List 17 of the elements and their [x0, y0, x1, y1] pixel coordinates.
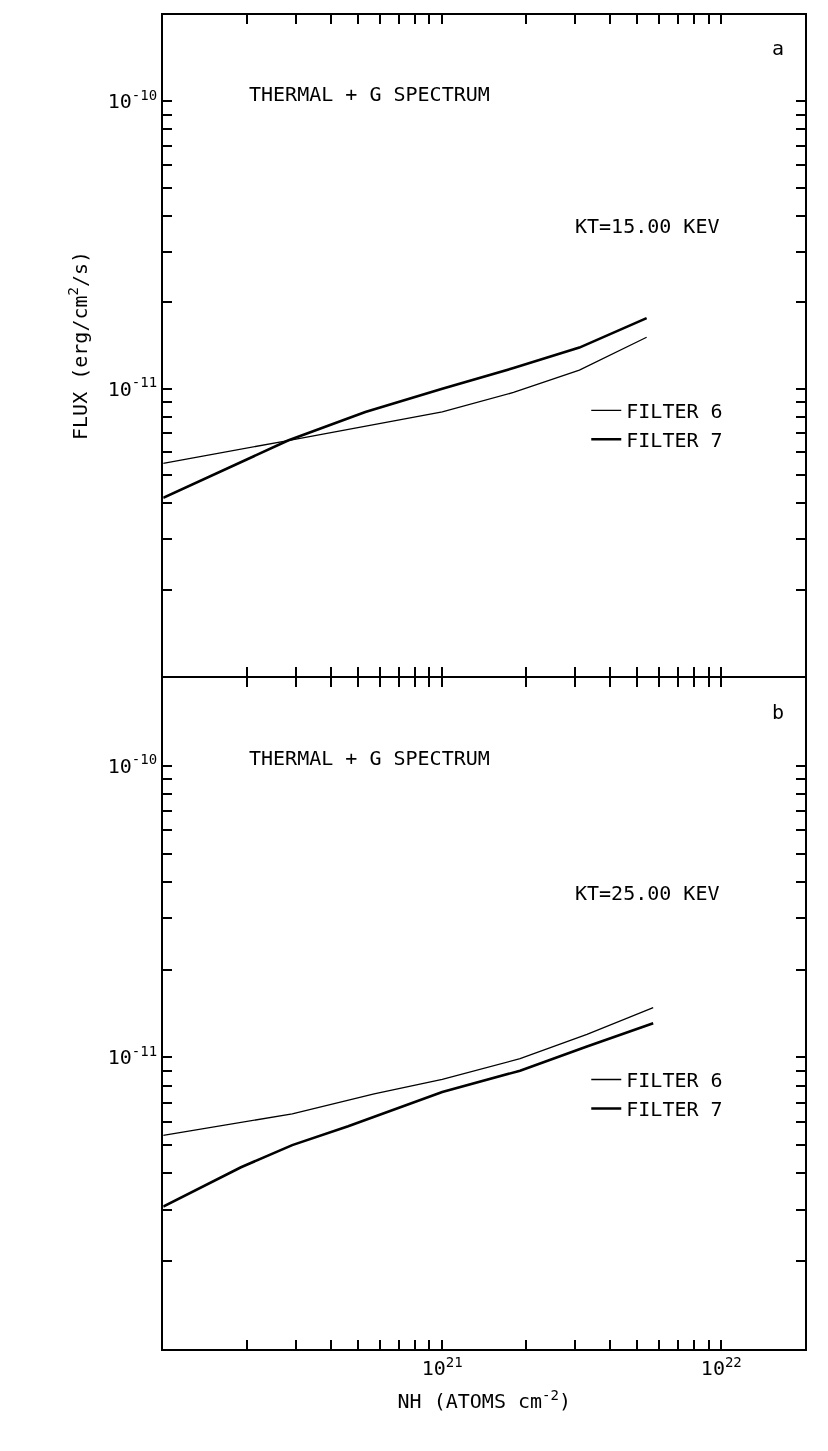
annotation: THERMAL + G SPECTRUM: [249, 82, 490, 106]
x-axis-title: NH (ATOMS cm$^{-2}$): [397, 1386, 571, 1414]
x-tick-label: 10$^{21}$: [421, 1353, 463, 1381]
y-tick-label: 10$^{-10}$: [107, 751, 158, 778]
annotation: b: [772, 700, 785, 724]
legend-label: FILTER 6: [626, 399, 723, 424]
x-tick-label: 10$^{22}$: [700, 1353, 742, 1381]
legend-label: FILTER 7: [626, 428, 723, 453]
legend-label: FILTER 6: [626, 1068, 723, 1093]
annotation: THERMAL + G SPECTRUM: [249, 746, 490, 770]
y-tick-label: 10$^{-10}$: [107, 86, 158, 114]
annotation: KT=15.00 KEV: [575, 214, 720, 238]
legend-label: FILTER 7: [626, 1097, 723, 1122]
y-tick-label: 10$^{-11}$: [107, 374, 158, 401]
annotation: a: [772, 36, 785, 60]
annotation: KT=25.00 KEV: [575, 881, 720, 905]
y-tick-label: 10$^{-11}$: [107, 1042, 158, 1070]
